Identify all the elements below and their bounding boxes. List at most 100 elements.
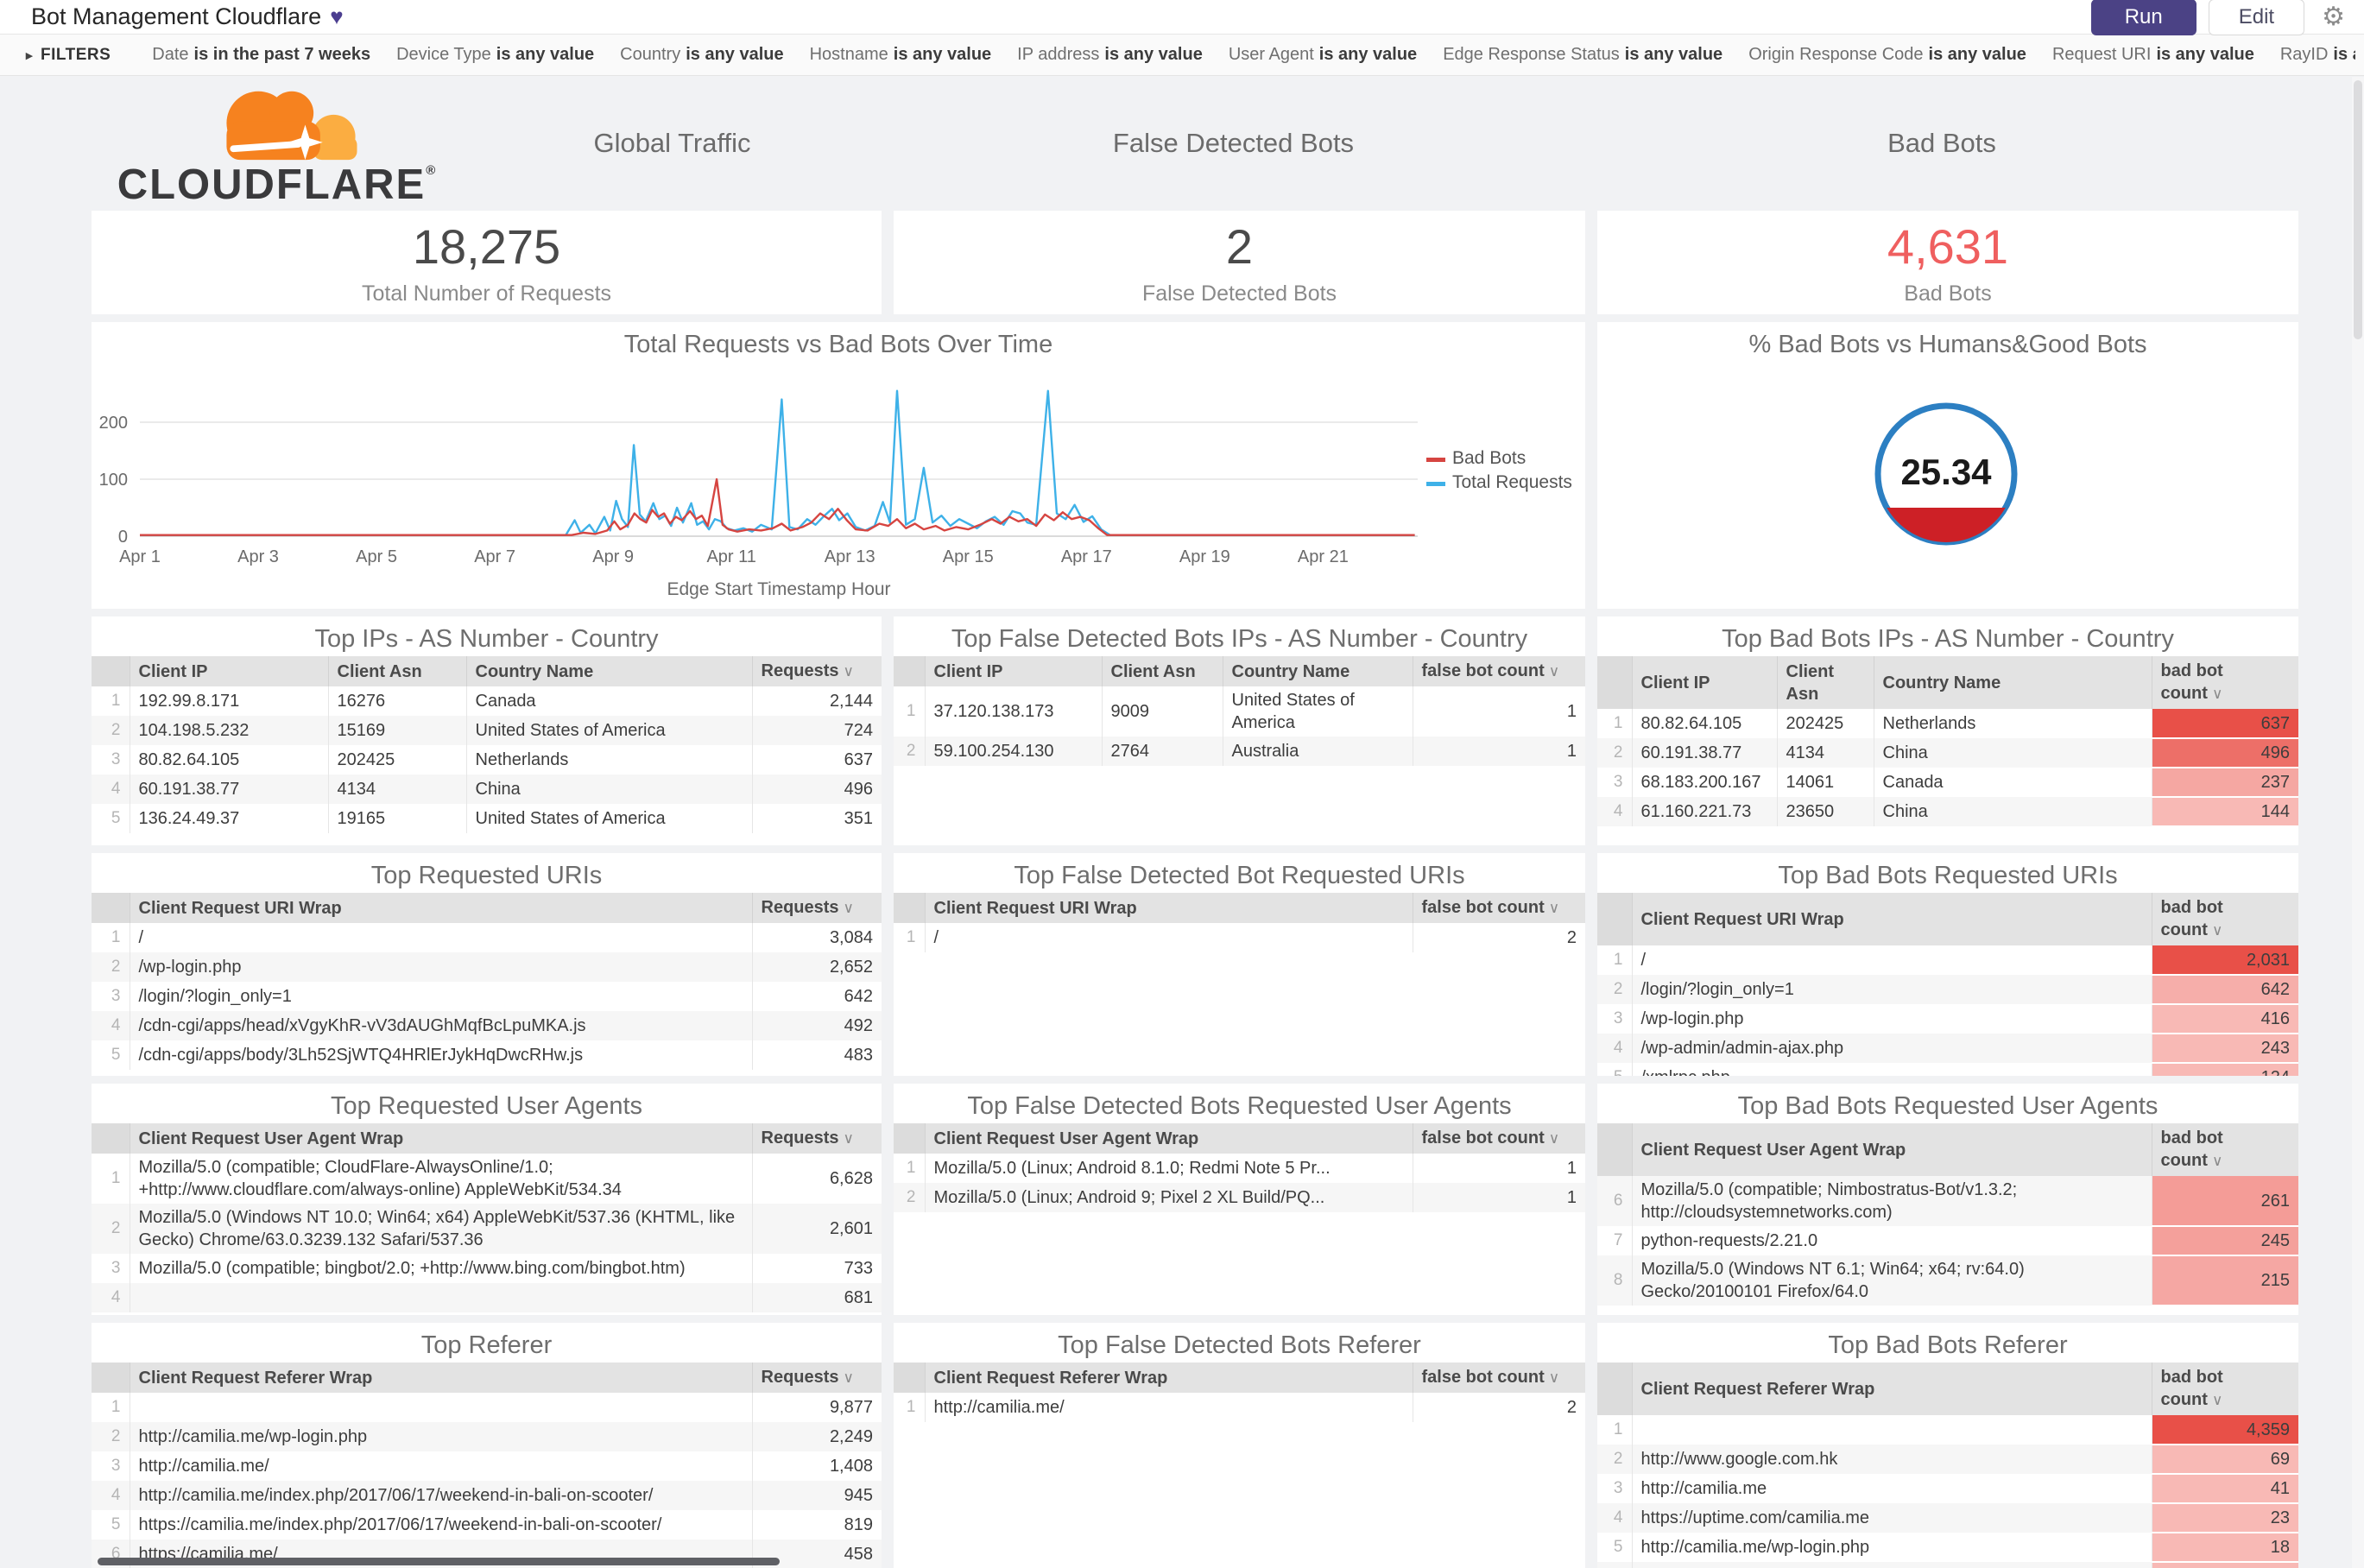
kpi-value: 2 [1225, 219, 1254, 274]
column-header-country-name[interactable]: Country Name [1223, 656, 1413, 686]
gear-icon[interactable]: ⚙ [2322, 3, 2345, 31]
column-header-label: Client Request Referer Wrap [1640, 1379, 1875, 1399]
kpi-label: Total Number of Requests [361, 281, 612, 306]
table-row: 1 192.99.8.171 16276 Canada 2,144 [92, 686, 882, 716]
table-row: 8 Mozilla/5.0 (Windows NT 6.1; Win64; x64… [1597, 1255, 2298, 1306]
filter-item[interactable]: Origin Response Code is any value [1748, 45, 2026, 65]
table-row: 2 104.198.5.232 15169 United States of Amer… [92, 716, 882, 745]
column-header-bad-bot-count[interactable]: bad bot count ∨ [2152, 1363, 2298, 1415]
page-title: Bot Management Cloudflare ♥ [31, 3, 344, 30]
cell: /login/?login_only=1 [130, 982, 753, 1011]
filter-item[interactable]: Request URI is any value [2052, 45, 2254, 65]
filter-item[interactable]: Country is any value [620, 45, 783, 65]
column-header-client-request-user-agent-wrap[interactable]: Client Request User Agent Wrap [130, 1123, 753, 1154]
column-header-bad-bot-count[interactable]: bad bot count ∨ [2152, 1123, 2298, 1176]
column-header-label: Client IP [138, 661, 208, 681]
legend-item-total-requests[interactable]: Total Requests [1426, 472, 1572, 492]
filter-item[interactable]: Device Type is any value [396, 45, 594, 65]
filter-item[interactable]: IP address is any value [1017, 45, 1203, 65]
column-header-false-bot-count[interactable]: false bot count ∨ [1413, 656, 1585, 686]
column-header-client-asn[interactable]: Client Asn [1102, 656, 1223, 686]
column-header-client-asn[interactable]: Client Asn [328, 656, 467, 686]
column-header-requests[interactable]: Requests ∨ [752, 893, 882, 923]
filter-item[interactable]: Edge Response Status is any value [1443, 45, 1722, 65]
svg-text:Bad Bots: Bad Bots [1452, 448, 1526, 468]
table-tile-top-uris: Top Requested URIs Client Request URI Wra… [92, 853, 882, 1076]
cell: http://camilia.me/ [1632, 1562, 2152, 1568]
column-header-client-request-user-agent-wrap[interactable]: Client Request User Agent Wrap [925, 1123, 1413, 1154]
horizontal-scrollbar-thumb[interactable] [98, 1558, 780, 1565]
row-number: 4 [92, 1011, 130, 1040]
column-header-client-ip[interactable]: Client IP [130, 656, 329, 686]
column-header-requests[interactable]: Requests ∨ [752, 1123, 882, 1154]
svg-text:Apr 5: Apr 5 [356, 547, 397, 566]
table-row: 1 80.82.64.105 202425 Netherlands 637 [1597, 709, 2298, 739]
filter-item[interactable]: User Agent is any value [1229, 45, 1417, 65]
table-title: Top Bad Bots Referer [1828, 1331, 2068, 1359]
vertical-scrollbar-thumb[interactable] [2354, 80, 2362, 339]
row-number: 1 [92, 686, 130, 716]
column-header-client-ip[interactable]: Client IP [1632, 656, 1778, 709]
row-number: 2 [894, 737, 926, 766]
table-row: 1 Mozilla/5.0 (Linux; Android 8.1.0; Redm… [894, 1154, 1585, 1183]
filter-item[interactable]: Hostname is any value [810, 45, 992, 65]
column-header-bad-bot-count[interactable]: bad bot count ∨ [2152, 656, 2298, 709]
cell: 136.24.49.37 [130, 804, 329, 833]
column-header-country-name[interactable]: Country Name [1874, 656, 2152, 709]
cell: http://camilia.me [1632, 1474, 2152, 1503]
cell: Mozilla/5.0 (compatible; bingbot/2.0; +h… [130, 1254, 753, 1283]
svg-text:Apr 11: Apr 11 [706, 547, 755, 566]
edit-button[interactable]: Edit [2208, 0, 2305, 35]
column-header-false-bot-count[interactable]: false bot count ∨ [1413, 1363, 1585, 1393]
vertical-scrollbar[interactable] [2352, 77, 2364, 1568]
cell: http://camilia.me/ [925, 1393, 1413, 1422]
column-header-false-bot-count[interactable]: false bot count ∨ [1413, 893, 1585, 923]
table-row: 2 Mozilla/5.0 (Linux; Android 9; Pixel 2 … [894, 1183, 1585, 1212]
column-header-label: Client Request URI Wrap [1640, 909, 1844, 929]
cell: Canada [1874, 768, 2152, 797]
cell: United States of America [466, 804, 753, 833]
table-row: 3 Mozilla/5.0 (compatible; bingbot/2.0; +… [92, 1254, 882, 1283]
row-number: 7 [1597, 1226, 1633, 1255]
row-number: 6 [1597, 1562, 1633, 1568]
column-header-label: Client Asn [1110, 661, 1196, 681]
column-header-bad-bot-count[interactable]: bad bot count ∨ [2152, 893, 2298, 945]
column-header-label: false bot count [1421, 898, 1545, 917]
legend-item-bad-bots[interactable]: Bad Bots [1426, 448, 1526, 468]
column-header-client-request-uri-wrap[interactable]: Client Request URI Wrap [1632, 893, 2152, 945]
table-title: Top Bad Bots Requested URIs [1778, 862, 2118, 889]
filter-bar: ▸ FILTERS Date is in the past 7 weeks Devi… [0, 35, 2364, 76]
column-header-requests[interactable]: Requests ∨ [752, 656, 882, 686]
filter-item[interactable]: Date is in the past 7 weeks [152, 45, 370, 65]
value-cell: 3,084 [829, 928, 873, 947]
column-header-client-request-referer-wrap[interactable]: Client Request Referer Wrap [925, 1363, 1413, 1393]
column-header-client-asn[interactable]: Client Asn [1777, 656, 1874, 709]
cell: 202425 [328, 745, 467, 775]
column-header-client-request-user-agent-wrap[interactable]: Client Request User Agent Wrap [1632, 1123, 2152, 1176]
column-header-country-name[interactable]: Country Name [466, 656, 753, 686]
data-table-top-bad-ips: Client IP Client Asn Country Name bad bot c… [1597, 656, 2298, 827]
filters-toggle[interactable]: ▸ FILTERS [26, 46, 111, 65]
run-button[interactable]: Run [2090, 0, 2196, 35]
column-header-client-ip[interactable]: Client IP [925, 656, 1103, 686]
column-header-client-request-uri-wrap[interactable]: Client Request URI Wrap [130, 893, 753, 923]
cell: 59.100.254.130 [925, 737, 1103, 766]
column-header-false-bot-count[interactable]: false bot count ∨ [1413, 1123, 1585, 1154]
column-header-label: Country Name [475, 661, 594, 681]
row-number: 2 [1597, 975, 1633, 1004]
table-title: Top Referer [420, 1331, 553, 1359]
svg-text:0: 0 [118, 528, 128, 547]
column-header-label: Client Asn [1786, 661, 1835, 704]
cell: /cdn-cgi/apps/head/xVgyKhR-vV3dAUGhMqfBc… [130, 1011, 753, 1040]
column-header-client-request-uri-wrap[interactable]: Client Request URI Wrap [925, 893, 1413, 923]
column-header-label: Client Asn [337, 661, 422, 681]
cell: / [130, 923, 753, 952]
row-number: 3 [1597, 768, 1633, 797]
column-header-requests[interactable]: Requests ∨ [752, 1363, 882, 1393]
gauge-title: % Bad Bots vs Humans&Good Bots [1748, 331, 2147, 358]
row-number: 2 [92, 1204, 130, 1254]
column-header-client-request-referer-wrap[interactable]: Client Request Referer Wrap [1632, 1363, 2152, 1415]
column-header-client-request-referer-wrap[interactable]: Client Request Referer Wrap [130, 1363, 753, 1393]
svg-text:Apr 7: Apr 7 [474, 547, 515, 566]
